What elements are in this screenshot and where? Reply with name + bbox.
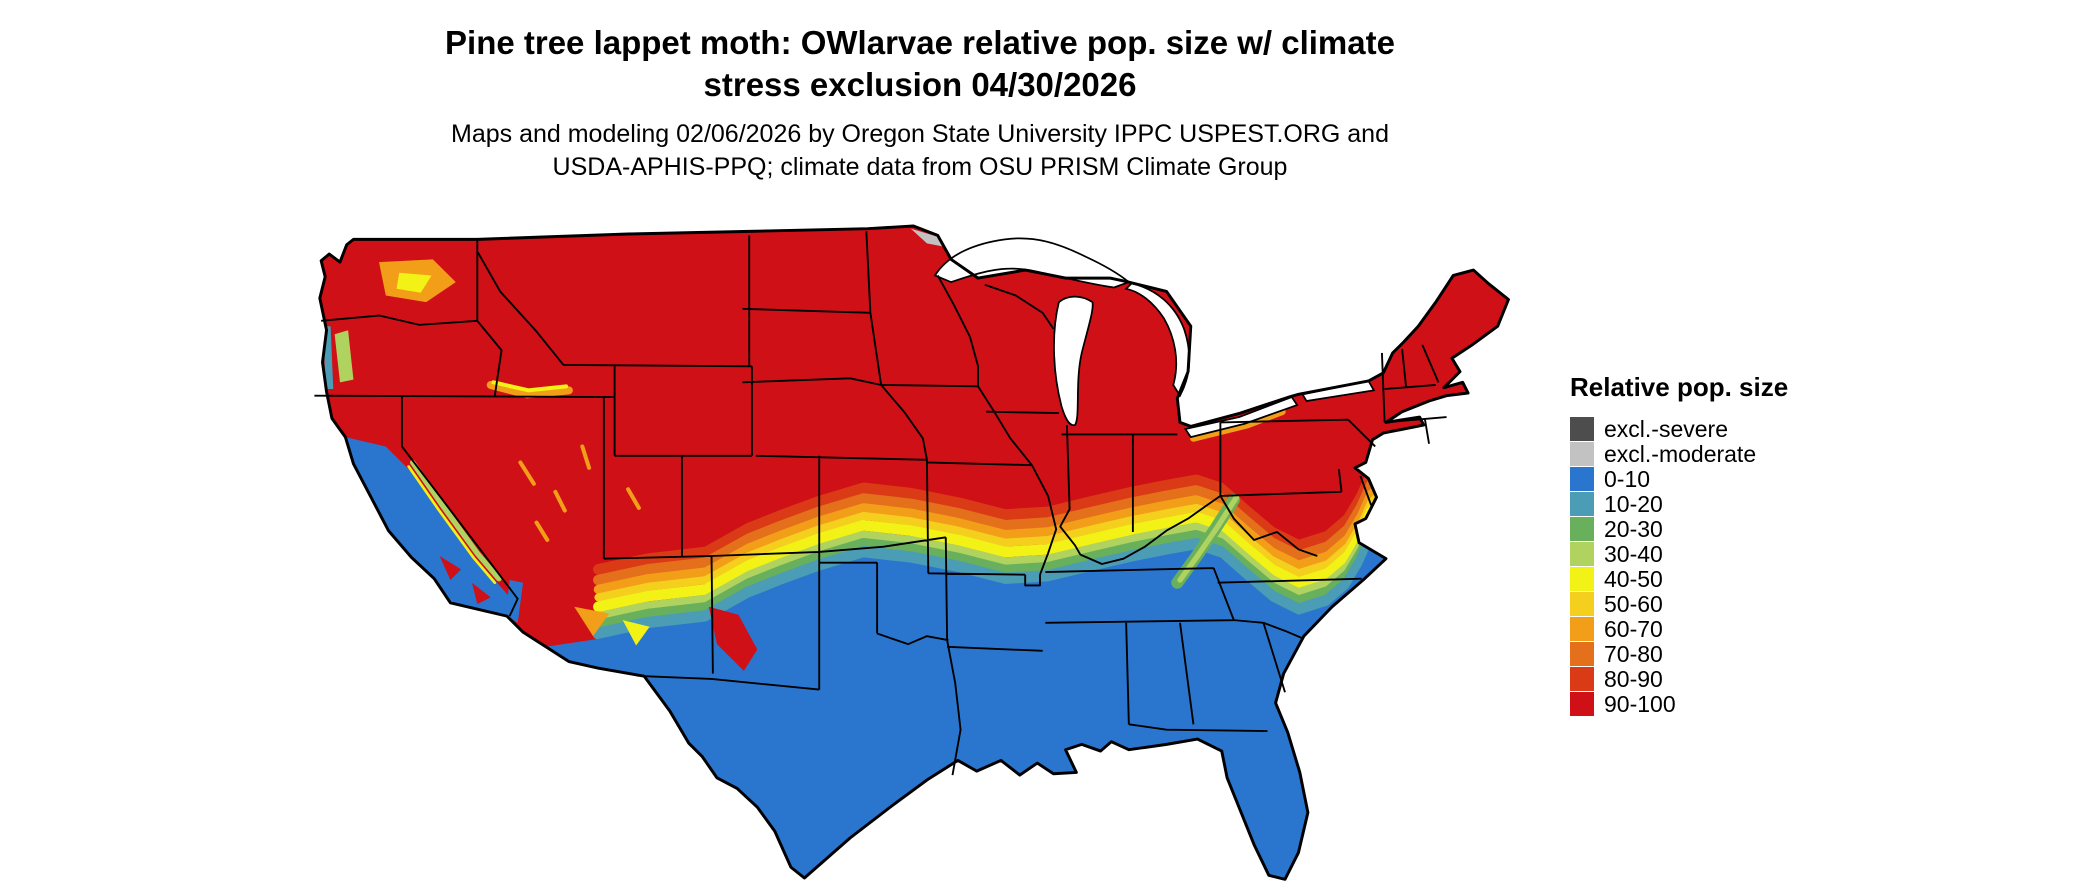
legend-label: 70-80 [1604, 641, 1663, 667]
legend-label: 80-90 [1604, 666, 1663, 692]
legend-swatch [1570, 542, 1594, 566]
legend-swatch [1570, 617, 1594, 641]
legend-item: 30-40 [1570, 542, 1788, 566]
legend-item: excl.-severe [1570, 417, 1788, 441]
map [305, 222, 1530, 890]
socal-mountains [439, 556, 491, 605]
california-blue [345, 437, 514, 619]
legend-item: 90-100 [1570, 692, 1788, 716]
legend-title: Relative pop. size [1570, 372, 1789, 402]
legend-label: 20-30 [1604, 516, 1663, 542]
legend-swatch [1570, 592, 1594, 616]
legend-swatch [1570, 442, 1594, 466]
columbia-basin-yellow [396, 272, 432, 293]
colorado-river-blue [505, 580, 524, 623]
legend-item: 60-70 [1570, 617, 1788, 641]
great-lakes [933, 237, 1376, 439]
legend-label: 50-60 [1604, 591, 1663, 617]
legend-label: 0-10 [1604, 466, 1651, 492]
legend-label: excl.-moderate [1604, 441, 1757, 467]
legend-item: 70-80 [1570, 642, 1788, 666]
lake-michigan [1053, 295, 1094, 427]
state-borders [314, 231, 1447, 776]
erie-shore-orange [1190, 408, 1286, 442]
title-line-1: Pine tree lappet moth: OWlarvae relative… [445, 24, 1395, 61]
legend-item: 40-50 [1570, 567, 1788, 591]
sierra-fringe [407, 459, 502, 585]
lake-huron [1124, 282, 1191, 398]
s-arizona-orange [574, 606, 610, 637]
map-fill-layers [319, 226, 1509, 880]
legend-item: 20-30 [1570, 517, 1788, 541]
legend-items: excl.-severe excl.-moderate 0-10 10-20 20-30… [1570, 417, 1788, 716]
snake-yellow [491, 380, 569, 393]
snake-river-arc [486, 380, 573, 399]
legend-item: 0-10 [1570, 467, 1788, 491]
legend-swatch [1570, 417, 1594, 441]
legend-item: 80-90 [1570, 667, 1788, 691]
legend-label: 60-70 [1604, 616, 1663, 642]
subtitle-line-2: USDA-APHIS-PPQ; climate data from OSU PR… [552, 152, 1288, 181]
title-line-2: stress exclusion 04/30/2026 [703, 66, 1137, 104]
legend-label: 10-20 [1604, 491, 1663, 517]
legend-label: 90-100 [1604, 691, 1676, 717]
legend-label: 40-50 [1604, 566, 1663, 592]
legend: Relative pop. size excl.-severe excl.-mod… [1570, 372, 1788, 717]
legend-label: excl.-severe [1604, 416, 1728, 442]
legend-swatch [1570, 492, 1594, 516]
us-map-svg [314, 224, 1510, 881]
map-subtitle: Maps and modeling 02/06/2026 by Oregon S… [0, 118, 1840, 183]
willamette-strip [334, 330, 354, 383]
sierra-yellow [407, 465, 497, 585]
legend-label: 30-40 [1604, 541, 1663, 567]
lake-superior [933, 237, 1131, 289]
legend-swatch [1570, 467, 1594, 491]
sierra-yellow-green [410, 459, 502, 582]
subtitle-line-1: Maps and modeling 02/06/2026 by Oregon S… [451, 120, 1389, 148]
legend-item: 50-60 [1570, 592, 1788, 616]
legend-swatch [1570, 517, 1594, 541]
legend-item: excl.-moderate [1570, 442, 1788, 466]
legend-swatch [1570, 567, 1594, 591]
great-basin-speckles [518, 444, 641, 542]
snake-orange [486, 380, 573, 399]
map-title: Pine tree lappet moth: OWlarvae relative… [0, 22, 1840, 106]
us-outline [318, 224, 1510, 881]
band-10-20 [592, 519, 1405, 640]
legend-swatch [1570, 642, 1594, 666]
lake-erie [1183, 395, 1299, 439]
s-arizona-yellow [622, 620, 650, 646]
legend-swatch [1570, 667, 1594, 691]
legend-swatch [1570, 692, 1594, 716]
legend-item: 10-20 [1570, 492, 1788, 516]
wtexas-mountains [708, 606, 758, 671]
